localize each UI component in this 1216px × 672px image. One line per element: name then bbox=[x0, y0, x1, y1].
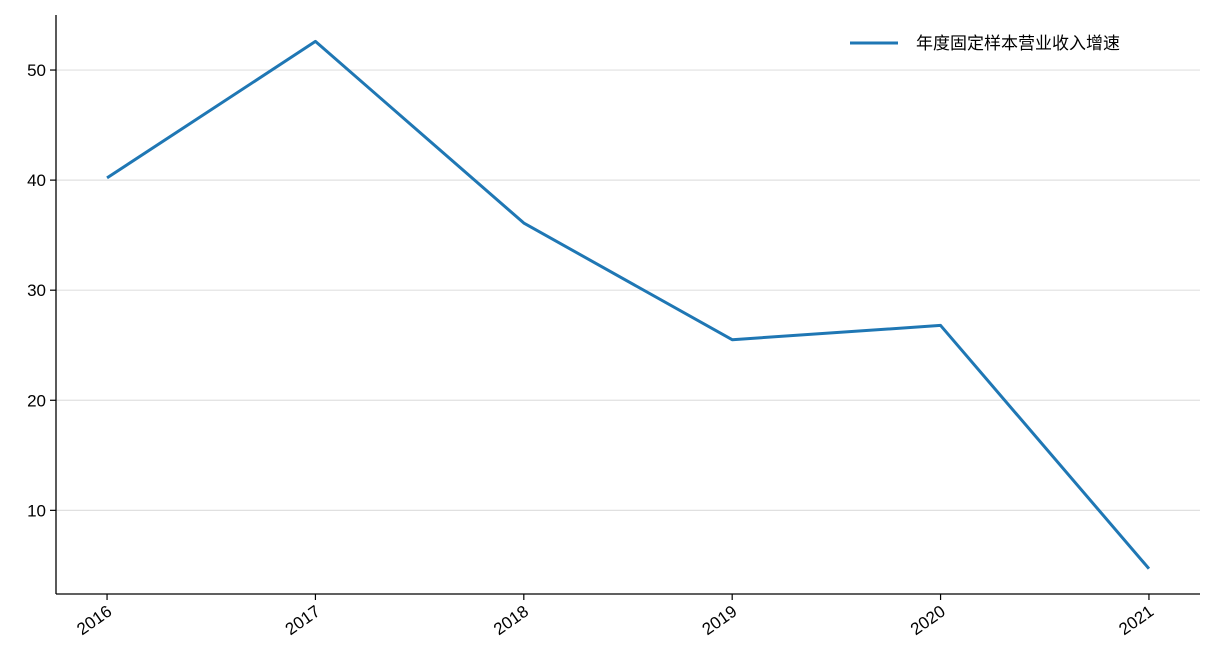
x-tick-label: 2018 bbox=[490, 602, 532, 639]
y-tick-label: 40 bbox=[27, 171, 46, 190]
x-tick-label: 2016 bbox=[73, 602, 115, 639]
legend-label: 年度固定样本营业收入增速 bbox=[916, 34, 1120, 53]
y-tick-label: 30 bbox=[27, 281, 46, 300]
y-tick-label: 10 bbox=[27, 501, 46, 520]
y-tick-label: 50 bbox=[27, 61, 46, 80]
x-tick-label: 2021 bbox=[1115, 602, 1157, 639]
y-tick-label: 20 bbox=[27, 391, 46, 410]
x-tick-label: 2020 bbox=[907, 602, 949, 639]
line bbox=[106, 39, 1151, 570]
x-tick-label: 2019 bbox=[699, 602, 741, 639]
x-tick-label: 2017 bbox=[282, 602, 324, 639]
